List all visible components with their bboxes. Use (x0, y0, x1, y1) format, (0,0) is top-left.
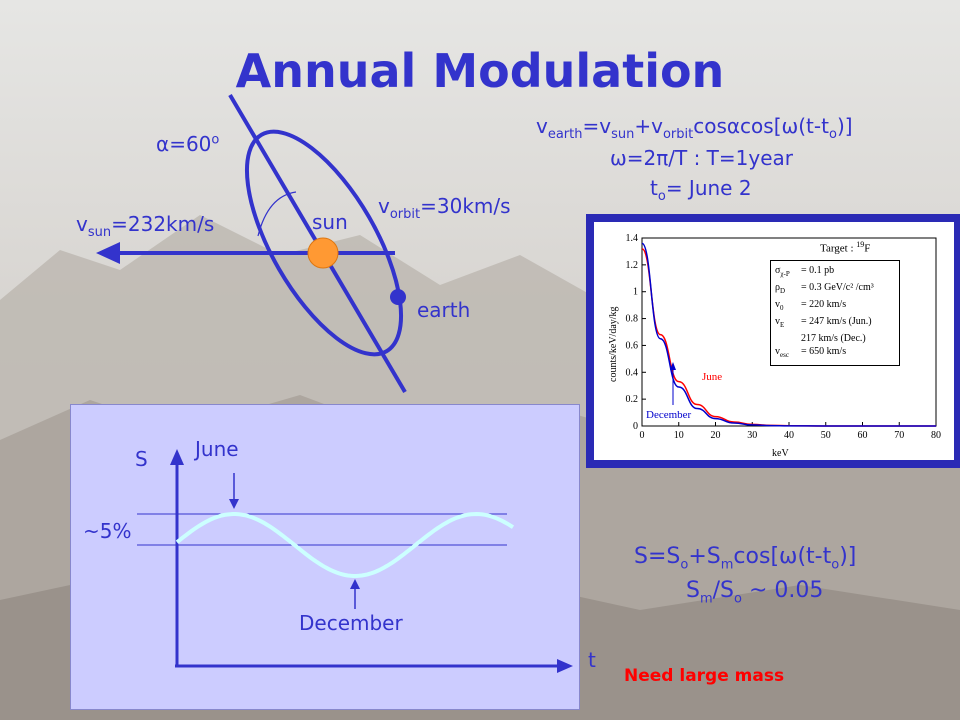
x-tick-label: 50 (821, 430, 831, 441)
y-tick-label: 1.4 (626, 233, 639, 244)
legend-row: ρD = 0.3 GeV/c² /cm³ (775, 281, 895, 298)
alpha-angle-arc (257, 191, 297, 237)
ratio-formula: Sm/So ~ 0.05 (686, 578, 824, 607)
x-tick-label: 60 (858, 430, 868, 441)
legend-symbol: ρD (775, 282, 786, 295)
legend-symbol: vE (775, 316, 785, 329)
june-pointer-head (229, 499, 239, 509)
slide-title: Annual Modulation (235, 44, 725, 98)
legend-row: vE = 247 km/s (Jun.) (775, 315, 895, 332)
x-tick-label: 80 (931, 430, 941, 441)
legend-row: σχ-P = 0.1 pb (775, 264, 895, 281)
december-pointer-head (670, 362, 676, 370)
spectrum-december-label: December (646, 409, 692, 421)
spectrum-legend: σχ-P = 0.1 pb ρD = 0.3 GeV/c² /cm³ v0 = 220 k… (770, 260, 900, 366)
legend-row: v0 = 220 km/s (775, 298, 895, 315)
y-tick-label: 0.4 (626, 367, 639, 378)
t0-formula: to= June 2 (650, 176, 752, 204)
spectrum-plot: 0 10 20 30 40 50 60 70 80 0 0.2 0.4 0.6 0.8 1 1.2 1.4 co… (594, 222, 954, 460)
y-tick-label: 1 (633, 287, 638, 298)
june-label: June (195, 437, 239, 461)
earth-marker (390, 289, 406, 305)
december-pointer-head-mod (350, 579, 360, 589)
modulation-wave (175, 511, 515, 578)
y-tick-label: 0 (633, 421, 638, 432)
sun-marker (307, 237, 339, 269)
legend-row: vesc = 650 km/s (775, 345, 895, 362)
legend-value: 217 km/s (Dec.) (801, 333, 866, 344)
velocity-formula: vearth=vsun+vorbitcosαcos[ω(t-to)] (536, 114, 853, 142)
spectrum-chart: 0 10 20 30 40 50 60 70 80 0 0.2 0.4 0.6 0.8 1 1.2 1.4 co… (608, 233, 941, 459)
need-large-mass-note: Need large mass (624, 666, 785, 686)
spectrum-target: Target : 19F (820, 240, 871, 255)
alpha-label: α=60o (156, 132, 220, 156)
x-tick-label: 20 (711, 430, 721, 441)
x-tick-label: 70 (894, 430, 904, 441)
y-axis-arrow (170, 449, 184, 465)
signal-formula: S=So+Smcos[ω(t-to)] (634, 544, 857, 573)
vorbit-label: vorbit=30km/s (378, 194, 511, 222)
spectrum-plot-frame: 0 10 20 30 40 50 60 70 80 0 0.2 0.4 0.6 0.8 1 1.2 1.4 co… (586, 214, 960, 468)
percent-label: ~5% (83, 519, 132, 543)
modulation-chart (137, 449, 573, 673)
modulation-box: S June ~5% December (70, 404, 580, 710)
legend-value: = 0.1 pb (801, 265, 835, 276)
arrow-head (96, 242, 120, 264)
legend-symbol: vesc (775, 346, 789, 359)
legend-symbol: v0 (775, 299, 784, 312)
y-tick-label: 0.6 (626, 340, 639, 351)
legend-value: = 247 km/s (Jun.) (801, 316, 872, 327)
x-tick-label: 40 (784, 430, 794, 441)
legend-symbol: σχ-P (775, 265, 790, 278)
orbit-diagram (96, 93, 407, 394)
omega-formula: ω=2π/T : T=1year (610, 146, 793, 170)
y-tick-label: 0.2 (626, 394, 639, 405)
legend-value: = 650 km/s (801, 346, 847, 357)
x-tick-label: 10 (674, 430, 684, 441)
y-tick-label: 0.8 (626, 314, 639, 325)
s-axis-label: S (135, 447, 148, 471)
earth-orbit (244, 129, 404, 357)
legend-value: = 220 km/s (801, 299, 847, 310)
x-axis-arrow (557, 659, 573, 673)
earth-label: earth (417, 298, 471, 322)
spectrum-xlabel: keV (772, 448, 789, 459)
sun-label: sun (312, 210, 348, 234)
t-axis-label: t (588, 648, 596, 672)
x-tick-label: 30 (747, 430, 757, 441)
y-tick-label: 1.2 (626, 260, 639, 271)
spectrum-ylabel: counts/keV/day/kg (608, 306, 619, 382)
x-tick-label: 0 (640, 430, 645, 441)
vsun-label: vsun=232km/s (76, 212, 215, 240)
spectrum-june-label: June (702, 371, 722, 383)
legend-value: = 0.3 GeV/c² /cm³ (801, 282, 874, 293)
december-label: December (299, 611, 403, 635)
legend-row: 217 km/s (Dec.) (775, 332, 895, 345)
